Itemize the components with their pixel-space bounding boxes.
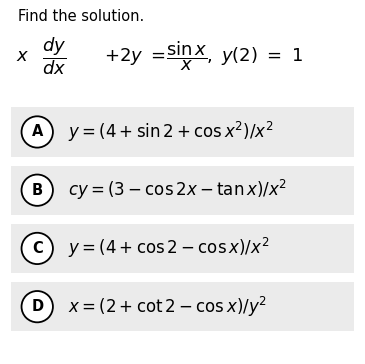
Circle shape	[22, 291, 53, 323]
Text: $\dfrac{dy}{dx}$: $\dfrac{dy}{dx}$	[42, 36, 66, 77]
Text: $y = (4 + \sin 2 + \cos x^{2})/x^{2}$: $y = (4 + \sin 2 + \cos x^{2})/x^{2}$	[68, 120, 273, 144]
Text: C: C	[32, 241, 43, 256]
Text: $cy = (3 - \cos 2x - \tan x)/x^{2}$: $cy = (3 - \cos 2x - \tan x)/x^{2}$	[68, 178, 287, 202]
FancyBboxPatch shape	[11, 166, 354, 215]
Text: $\dfrac{\sin x}{x}$: $\dfrac{\sin x}{x}$	[166, 40, 208, 73]
Text: B: B	[32, 183, 43, 198]
Text: $+ 2y\ =$: $+ 2y\ =$	[104, 46, 166, 67]
Circle shape	[22, 175, 53, 206]
Text: $x$: $x$	[16, 47, 30, 66]
Circle shape	[22, 116, 53, 148]
FancyBboxPatch shape	[11, 282, 354, 331]
Text: $,\ y(2)\ =\ 1$: $,\ y(2)\ =\ 1$	[206, 46, 303, 67]
FancyBboxPatch shape	[11, 224, 354, 273]
Text: D: D	[31, 299, 43, 314]
Text: $x = (2 + \cot 2 - \cos x)/y^{2}$: $x = (2 + \cot 2 - \cos x)/y^{2}$	[68, 294, 267, 319]
Text: A: A	[31, 124, 43, 139]
Text: $y = (4 + \cos 2 - \cos x)/x^{2}$: $y = (4 + \cos 2 - \cos x)/x^{2}$	[68, 236, 269, 261]
FancyBboxPatch shape	[11, 107, 354, 157]
Text: Find the solution.: Find the solution.	[18, 9, 145, 24]
Circle shape	[22, 233, 53, 264]
